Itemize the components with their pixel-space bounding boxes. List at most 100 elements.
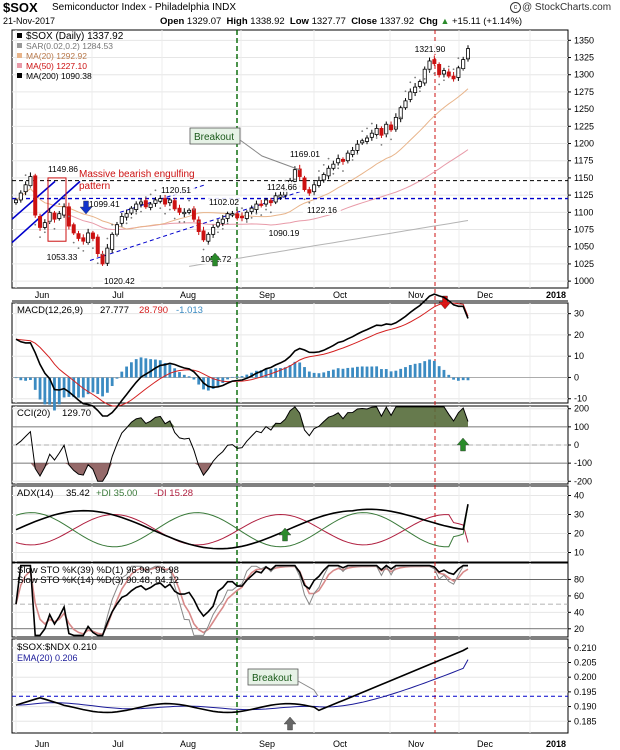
sar-dot	[394, 126, 397, 128]
macd-histogram-bar	[57, 377, 61, 405]
macd-histogram-bar	[312, 372, 316, 378]
price-candle	[302, 177, 307, 191]
price-label: 1120.51	[161, 185, 191, 195]
macd-histogram-bar	[96, 377, 100, 394]
price-candle	[278, 194, 283, 198]
x-tick-label: Aug	[180, 739, 196, 749]
x-tick-label: Jul	[112, 290, 124, 300]
price-candle	[369, 132, 374, 138]
price-legend-entry: SAR(0.02,0.2) 1284.53	[26, 41, 113, 51]
x-tick-label: Nov	[408, 739, 425, 749]
sar-dot	[428, 69, 431, 72]
sar-dot	[87, 241, 90, 244]
x-tick-label: Dec	[477, 739, 494, 749]
sar-dot	[120, 225, 123, 227]
macd-legend-label: MACD(12,26,9)	[17, 305, 83, 316]
price-candle	[321, 174, 326, 181]
sar-dot	[332, 172, 335, 175]
macd-histogram-bar	[211, 377, 215, 389]
macd-histogram-bar	[235, 376, 239, 378]
sto-legend-entry: Slow STO %K(14) %D(3) 90.48, 84.12	[17, 575, 179, 586]
macd-histogram-bar	[341, 368, 345, 378]
sar-dot	[260, 214, 263, 216]
price-label-bg	[43, 252, 81, 262]
macd-pane-frame	[11, 302, 569, 404]
macd-histogram-bar	[380, 369, 383, 378]
sar-dot	[188, 199, 191, 202]
sar-dot	[423, 77, 426, 80]
sar-dot	[77, 247, 80, 249]
price-y-tick-label: 1350	[574, 35, 594, 45]
sar-dot	[72, 241, 75, 244]
price-candle	[71, 224, 76, 234]
macd-histogram-bar	[293, 361, 297, 378]
sar-dot	[34, 223, 37, 226]
price-label: 1169.01	[290, 149, 320, 159]
sar-dot	[207, 243, 210, 245]
price-y-tick-label: 1300	[574, 70, 594, 80]
adx-pane-frame	[11, 485, 569, 563]
price-candle	[23, 184, 28, 193]
green-up-arrow-icon	[208, 252, 222, 267]
macd-histogram-bar	[192, 377, 196, 380]
macd-histogram-bar	[245, 374, 249, 378]
price-candle	[393, 116, 398, 130]
sar-dot	[250, 216, 253, 219]
adx-y-tick-label: 30	[574, 510, 584, 520]
macd-histogram-bar	[77, 377, 80, 398]
sar-dot	[130, 216, 133, 219]
price-candle	[427, 60, 432, 70]
sar-dot	[106, 237, 109, 240]
price-candle	[57, 213, 62, 219]
price-candle	[374, 127, 379, 135]
macd-histogram-bar	[346, 367, 350, 378]
sar-dot	[404, 90, 407, 93]
macd-histogram-bar	[442, 369, 446, 378]
macd-histogram-bar	[389, 371, 393, 378]
stockcharts-logo: c @ StockCharts.com	[510, 2, 611, 13]
macd-histogram-bar	[139, 357, 143, 378]
macd-histogram-bar	[365, 366, 369, 378]
x-tick-label: 2018	[546, 739, 566, 749]
price-candle	[90, 232, 95, 239]
price-legend-entry: $SOX (Daily) 1337.92	[26, 31, 124, 42]
macd-histogram-bar	[317, 373, 321, 378]
macd-histogram-bar	[206, 377, 210, 391]
sar-dot	[135, 212, 138, 215]
macd-histogram-bar	[221, 377, 225, 383]
sar-dot	[140, 210, 142, 213]
sar-dot	[178, 221, 181, 223]
sar-dot	[399, 116, 402, 119]
sar-dot	[221, 227, 224, 230]
macd-histogram-bar	[394, 370, 398, 378]
macd-value: 27.777	[100, 305, 129, 316]
ratio-y-tick-label: 0.185	[574, 716, 597, 726]
x-tick-label: 2018	[546, 290, 566, 300]
ratio-gray-up-arrow-icon	[283, 716, 297, 731]
close-label: Close	[351, 16, 378, 27]
annotation-bearish-engulfing: Massive bearish engulfing	[79, 169, 195, 180]
sar-dot	[144, 196, 147, 199]
sar-dot	[443, 79, 445, 82]
price-candle	[379, 127, 384, 136]
sar-dot	[217, 231, 219, 234]
price-legend-swatch	[17, 53, 22, 58]
plus-di-line	[15, 504, 469, 548]
cci-value: 129.70	[62, 408, 91, 419]
price-candle	[465, 48, 470, 60]
up-triangle-icon: ▲	[440, 16, 450, 26]
macd-histogram-bar	[216, 377, 220, 387]
price-candle	[33, 175, 38, 216]
price-candle	[355, 143, 360, 151]
low-value: 1327.77	[311, 16, 346, 27]
sar-dot	[149, 193, 152, 196]
ratio-y-tick-label: 0.195	[574, 687, 597, 697]
price-y-tick-label: 1050	[574, 242, 594, 252]
price-candle	[297, 168, 302, 177]
price-candle	[52, 212, 57, 220]
price-candle	[264, 199, 269, 205]
price-y-tick-label: 1075	[574, 225, 594, 235]
bearish-engulfing-box	[47, 177, 67, 242]
price-label: 1124.66	[267, 182, 297, 192]
macd-histogram-bar	[240, 376, 244, 378]
